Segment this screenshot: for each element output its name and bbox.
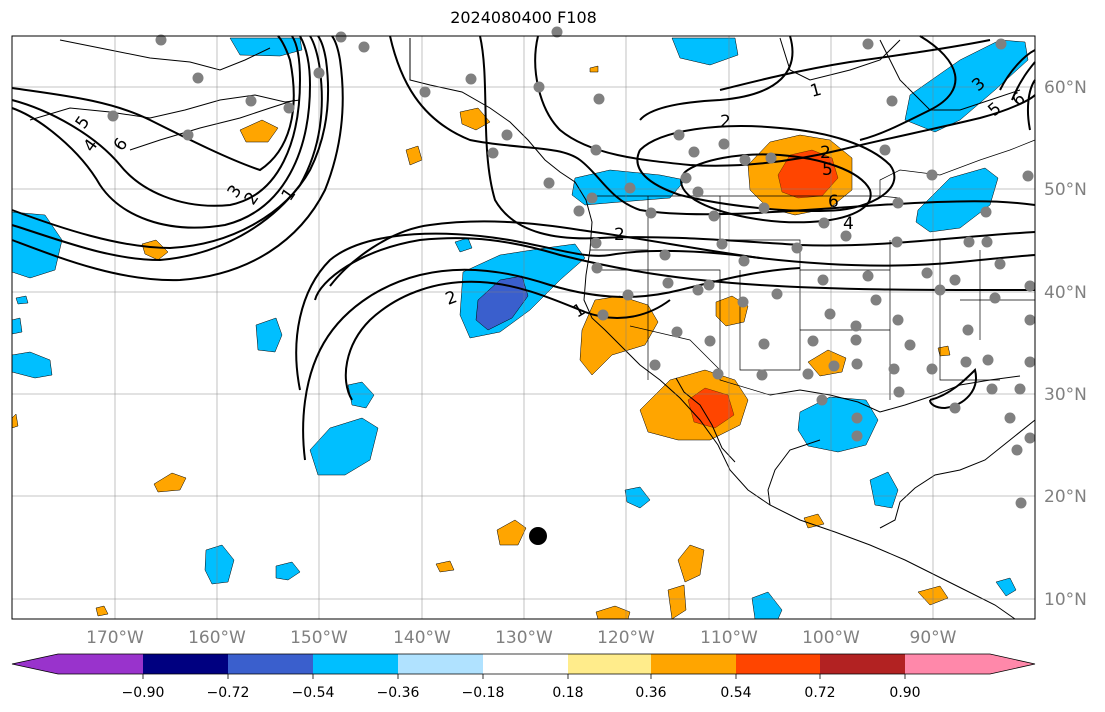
lon-tick-label: 110°W <box>700 628 758 648</box>
lon-tick-label: 120°W <box>597 628 655 648</box>
colorbar-tick-label: 0.36 <box>635 685 666 701</box>
colorbar-tick-label: −0.36 <box>377 685 420 701</box>
colorbar-tick-label: −0.72 <box>207 685 250 701</box>
colorbar-segment <box>568 654 651 674</box>
lat-tick-label: 50°N <box>1044 180 1087 200</box>
longitude-axis-labels: 170°W 160°W 150°W 140°W 130°W 120°W 110°… <box>86 628 957 648</box>
lon-tick-label: 140°W <box>393 628 451 648</box>
colorbar-segment <box>143 654 228 674</box>
station-markers <box>107 26 1036 509</box>
colorbar-tick-label: 0.18 <box>552 685 583 701</box>
colorbar-tick-label: 0.54 <box>720 685 751 701</box>
colorbar-segment <box>736 654 820 674</box>
lat-tick-label: 10°N <box>1044 590 1087 610</box>
lon-tick-label: 100°W <box>802 628 860 648</box>
lon-tick-label: 170°W <box>86 628 144 648</box>
latitude-axis-labels: 60°N 50°N 40°N 30°N 20°N 10°N <box>1044 78 1087 610</box>
colorbar-segment <box>398 654 483 674</box>
colorbar-tick-label: −0.18 <box>462 685 505 701</box>
lat-tick-label: 40°N <box>1044 283 1087 303</box>
colorbar-extend-high <box>990 654 1035 674</box>
colorbar-tick-label: 0.72 <box>804 685 835 701</box>
lat-tick-label: 30°N <box>1044 385 1087 405</box>
contour-label: 4 <box>843 214 854 234</box>
contour-label: 1 <box>808 80 824 102</box>
colorbar-segment <box>905 654 990 674</box>
anomaly-fill-layer <box>11 37 1029 620</box>
contour-label: 2 <box>820 143 831 163</box>
colorbar-segment <box>820 654 905 674</box>
colorbar-segment <box>313 654 398 674</box>
colorbar-segment <box>228 654 313 674</box>
colorbar-tick-label: −0.90 <box>122 685 165 701</box>
lat-tick-label: 60°N <box>1044 78 1087 98</box>
coastline-layer <box>29 37 1036 620</box>
lon-tick-label: 130°W <box>495 628 553 648</box>
colorbar: −0.90 −0.72 −0.54 −0.36 −0.18 0.18 0.36 … <box>11 653 1036 701</box>
map-title: 2024080400 F108 <box>450 8 597 27</box>
colorbar-tick-label: 0.90 <box>889 685 920 701</box>
graticule-grid <box>12 36 1035 619</box>
map-frame <box>11 35 1036 620</box>
colorbar-extend-low <box>12 654 58 674</box>
lon-tick-label: 90°W <box>910 628 957 648</box>
colorbar-segment <box>483 654 568 674</box>
contour-label: 2 <box>720 112 731 132</box>
lat-tick-label: 20°N <box>1044 487 1087 507</box>
colorbar-tick-label: −0.54 <box>292 685 335 701</box>
colorbar-segment <box>651 654 736 674</box>
contour-label: 2 <box>614 225 625 245</box>
contour-label: 6 <box>828 192 839 212</box>
contour-label: 5 <box>822 160 833 180</box>
highlight-point-marker <box>529 527 547 545</box>
colorbar-segment <box>58 654 143 674</box>
lon-tick-label: 150°W <box>290 628 348 648</box>
lon-tick-label: 160°W <box>188 628 246 648</box>
